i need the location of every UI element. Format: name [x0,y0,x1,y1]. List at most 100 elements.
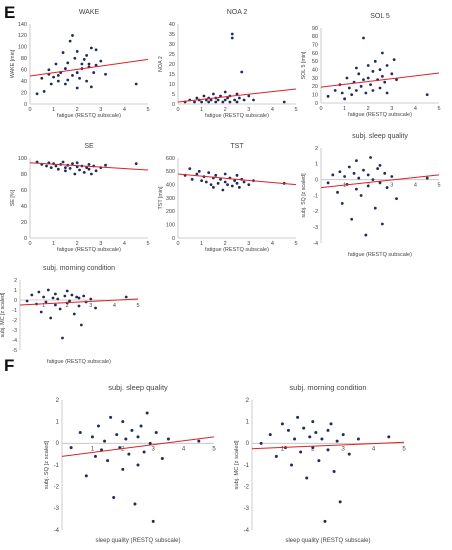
x-tick-label: 0 [319,106,322,112]
data-point [347,165,351,169]
data-point [69,446,73,450]
y-axis-label: subj. SQ [z scaled] [44,440,50,489]
data-point [219,177,222,181]
chart-title: SOL 5 [370,13,390,20]
y-tick-label: -1 [12,308,17,314]
y-tick-label: 0 [315,101,318,107]
y-tick-label: 30 [169,42,175,48]
data-point [54,62,58,66]
y-tick-label: 60 [312,51,318,57]
data-point [395,197,398,201]
data-point [75,50,79,53]
data-point [99,59,103,63]
x-tick-label: 3 [390,106,393,112]
y-tick-label: 0 [56,441,60,447]
data-point [221,188,225,192]
data-point [85,166,89,170]
data-point [355,187,358,191]
data-point [56,74,60,77]
data-point [355,159,358,163]
data-point [202,94,206,98]
y-tick-label: -2 [313,209,318,215]
data-point [247,183,251,187]
x-tick-label: 4 [372,446,376,452]
data-point [223,98,227,102]
data-point [54,292,57,296]
data-point [66,61,70,65]
chart-title: NOA 2 [227,9,248,16]
chart-title: subj. morning condition [289,383,366,392]
y-tick-label: 25 [169,52,175,58]
data-point [71,34,74,37]
x-tick-label: 3 [247,107,250,113]
data-point [90,435,94,439]
data-point [326,448,330,452]
y-tick-label: -4 [313,241,318,247]
data-point [369,156,372,159]
data-point [197,439,201,443]
data-point [127,452,131,456]
data-point [331,173,335,177]
trend-line [320,72,440,88]
data-point [369,83,372,87]
x-tick-label: 3 [247,241,250,247]
x-tick-label: 0 [28,241,31,247]
y-tick-label: -3 [54,506,60,512]
x-tick-label: 3 [99,107,102,113]
data-point [378,181,382,185]
data-point [366,76,370,80]
y-tick-label: 40 [21,79,27,85]
data-point [151,519,155,523]
data-point [42,90,46,93]
data-point [160,457,164,460]
x-tick-label: 2 [76,241,79,247]
x-tick-label: 2 [367,106,370,112]
data-point [61,336,64,340]
x-tick-label: 1 [91,446,95,452]
data-point [347,86,351,90]
data-point [343,97,346,101]
y-tick-label: 20 [169,62,175,68]
y-tick-label: 140 [18,22,27,28]
data-point [166,437,170,441]
chart-title: WAKE [79,9,100,16]
trend-line [29,162,149,171]
data-point [308,435,312,439]
y-tick-label: 0 [172,102,175,108]
data-point [314,431,318,434]
data-point [338,170,342,174]
data-point [212,92,215,96]
data-point [214,100,218,104]
data-point [37,290,41,294]
data-point [49,82,53,86]
data-point [89,85,93,89]
data-point [378,86,382,90]
x-tick-label: 1 [52,107,55,113]
data-point [136,463,140,467]
data-point [75,295,79,299]
data-point [71,74,74,77]
x-tick-label: 2 [76,107,79,113]
data-point [362,36,365,40]
data-point [371,69,375,73]
y-tick-label: 0 [315,177,318,183]
y-tick-label: 2 [315,146,318,152]
data-point [25,299,29,303]
data-point [326,428,330,432]
y-axis-label: NOA 2 [158,56,164,72]
data-point [104,72,107,76]
data-point [193,100,196,104]
x-axis-label: fatigue (RESTQ subscale) [57,113,121,119]
data-point [46,288,50,292]
data-point [425,93,429,97]
data-point [359,194,363,197]
data-point [311,446,315,450]
data-point [242,180,246,184]
data-point [71,162,74,166]
data-point [323,519,327,523]
data-point [75,161,79,165]
data-point [49,316,53,320]
data-point [133,502,137,506]
data-point [121,420,125,424]
chart-title: subj. sleep quality [108,383,168,392]
